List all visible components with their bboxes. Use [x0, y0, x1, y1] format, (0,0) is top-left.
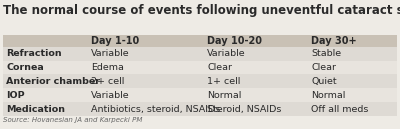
Bar [88, 61, 204, 74]
Text: Source: Hovanesian JA and Karpecki PM: Source: Hovanesian JA and Karpecki PM [3, 117, 142, 123]
Text: Edema: Edema [91, 63, 124, 72]
Text: Anterior chamber: Anterior chamber [6, 77, 100, 86]
Bar [204, 35, 308, 47]
Text: Clear: Clear [312, 63, 336, 72]
Text: The normal course of events following uneventful cataract surgery: The normal course of events following un… [3, 4, 400, 17]
Bar [204, 74, 308, 88]
Bar [308, 88, 397, 102]
Text: Variable: Variable [207, 49, 246, 58]
Bar [308, 35, 397, 47]
Text: Variable: Variable [91, 91, 130, 100]
Text: Day 30+: Day 30+ [312, 36, 357, 46]
Bar [204, 88, 308, 102]
Text: 2+ cell: 2+ cell [91, 77, 124, 86]
Text: Off all meds: Off all meds [312, 105, 369, 114]
Bar [88, 35, 204, 47]
Bar [3, 74, 88, 88]
Text: Antibiotics, steroid, NSAIDs: Antibiotics, steroid, NSAIDs [91, 105, 220, 114]
Bar [88, 102, 204, 116]
Bar [3, 47, 88, 61]
Text: Medication: Medication [6, 105, 66, 114]
Bar [88, 88, 204, 102]
Bar [204, 102, 308, 116]
Text: Day 10-20: Day 10-20 [207, 36, 262, 46]
Bar [88, 47, 204, 61]
Text: Stable: Stable [312, 49, 342, 58]
Text: Cornea: Cornea [6, 63, 44, 72]
Bar [3, 102, 88, 116]
Text: Normal: Normal [312, 91, 346, 100]
Bar [3, 35, 88, 47]
Bar [308, 74, 397, 88]
Text: Day 1-10: Day 1-10 [91, 36, 139, 46]
Bar [3, 88, 88, 102]
Bar [308, 47, 397, 61]
Text: Normal: Normal [207, 91, 242, 100]
Text: Quiet: Quiet [312, 77, 337, 86]
Text: Steroid, NSAIDs: Steroid, NSAIDs [207, 105, 282, 114]
Bar [3, 61, 88, 74]
Bar [308, 102, 397, 116]
Text: Clear: Clear [207, 63, 232, 72]
Text: 1+ cell: 1+ cell [207, 77, 240, 86]
Text: Variable: Variable [91, 49, 130, 58]
Bar [88, 74, 204, 88]
Text: IOP: IOP [6, 91, 25, 100]
Bar [204, 47, 308, 61]
Bar [204, 61, 308, 74]
Text: Refraction: Refraction [6, 49, 62, 58]
Bar [308, 61, 397, 74]
